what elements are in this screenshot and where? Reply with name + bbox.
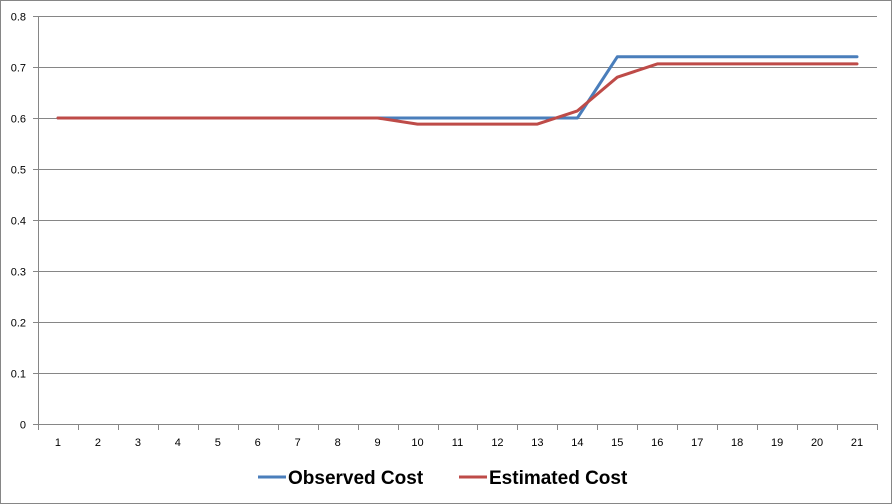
gridlines — [38, 16, 877, 374]
x-tick-label: 11 — [452, 437, 463, 449]
x-tick-label: 14 — [571, 437, 583, 449]
x-tick-label: 8 — [335, 437, 341, 449]
y-axis-ticks: 0 0.1 0.2 0.3 0.4 0.5 0.6 0.7 0.8 — [11, 12, 38, 432]
y-tick-label: 0.8 — [11, 12, 26, 24]
series-line-estimated-cost — [56, 62, 859, 126]
x-tick-label: 13 — [531, 437, 543, 449]
x-tick-label: 6 — [255, 437, 261, 449]
x-tick-label: 10 — [411, 437, 423, 449]
y-tick-label: 0.7 — [11, 63, 26, 75]
x-tick-label: 5 — [215, 437, 221, 449]
y-tick-label: 0.4 — [11, 216, 26, 228]
legend-label: Estimated Cost — [489, 468, 628, 489]
x-tick-label: 2 — [95, 437, 101, 449]
y-tick-label: 0 — [20, 420, 26, 432]
y-tick-label: 0.2 — [11, 318, 26, 330]
axes — [38, 16, 877, 425]
x-tick-label: 21 — [851, 437, 863, 449]
y-tick-label: 0.5 — [11, 165, 26, 177]
x-tick-label: 4 — [175, 437, 181, 449]
legend-label: Observed Cost — [288, 468, 424, 489]
x-tick-label: 9 — [375, 437, 381, 449]
x-tick-label: 18 — [731, 437, 743, 449]
x-tick-label: 15 — [611, 437, 623, 449]
x-tick-label: 20 — [811, 437, 823, 449]
x-tick-label: 12 — [491, 437, 503, 449]
x-tick-label: 7 — [295, 437, 301, 449]
x-tick-label: 19 — [771, 437, 783, 449]
series-line-observed-cost — [56, 55, 859, 120]
x-tick-label: 3 — [135, 437, 141, 449]
x-tick-label: 17 — [691, 437, 703, 449]
y-tick-label: 0.3 — [11, 267, 26, 279]
legend: Observed Cost Estimated Cost — [258, 468, 628, 489]
y-tick-label: 0.6 — [11, 114, 26, 126]
x-tick-label: 16 — [651, 437, 663, 449]
series-lines — [56, 55, 859, 126]
x-axis-ticks: 1 2 3 4 5 6 7 8 9 10 11 12 13 14 15 16 17 18 19 20 21 — [38, 424, 878, 449]
x-tick-label: 1 — [55, 437, 61, 449]
y-tick-label: 0.1 — [11, 369, 26, 381]
